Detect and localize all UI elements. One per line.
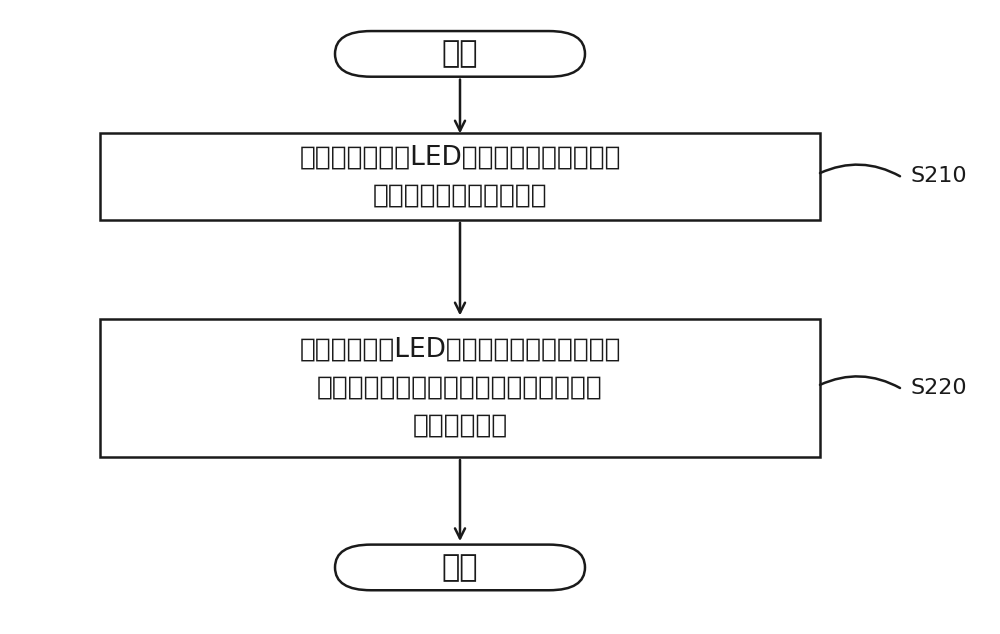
Text: S220: S220 [910,378,967,398]
FancyBboxPatch shape [335,31,585,77]
Text: S210: S210 [910,166,967,186]
Text: 将每种型号的LED的背光光谱值和每种型号
的液晶玻璃的透过率相乘得到两者搭配的
白画面色坐标: 将每种型号的LED的背光光谱值和每种型号 的液晶玻璃的透过率相乘得到两者搭配的 … [299,337,621,439]
FancyBboxPatch shape [100,319,820,457]
FancyBboxPatch shape [100,133,820,220]
FancyBboxPatch shape [335,545,585,590]
Text: 获取每种型号的LED的背光光谱值以及每种
型号的液晶玻璃的透过率: 获取每种型号的LED的背光光谱值以及每种 型号的液晶玻璃的透过率 [299,145,621,208]
Text: 结束: 结束 [442,553,478,582]
Text: 开始: 开始 [442,39,478,68]
